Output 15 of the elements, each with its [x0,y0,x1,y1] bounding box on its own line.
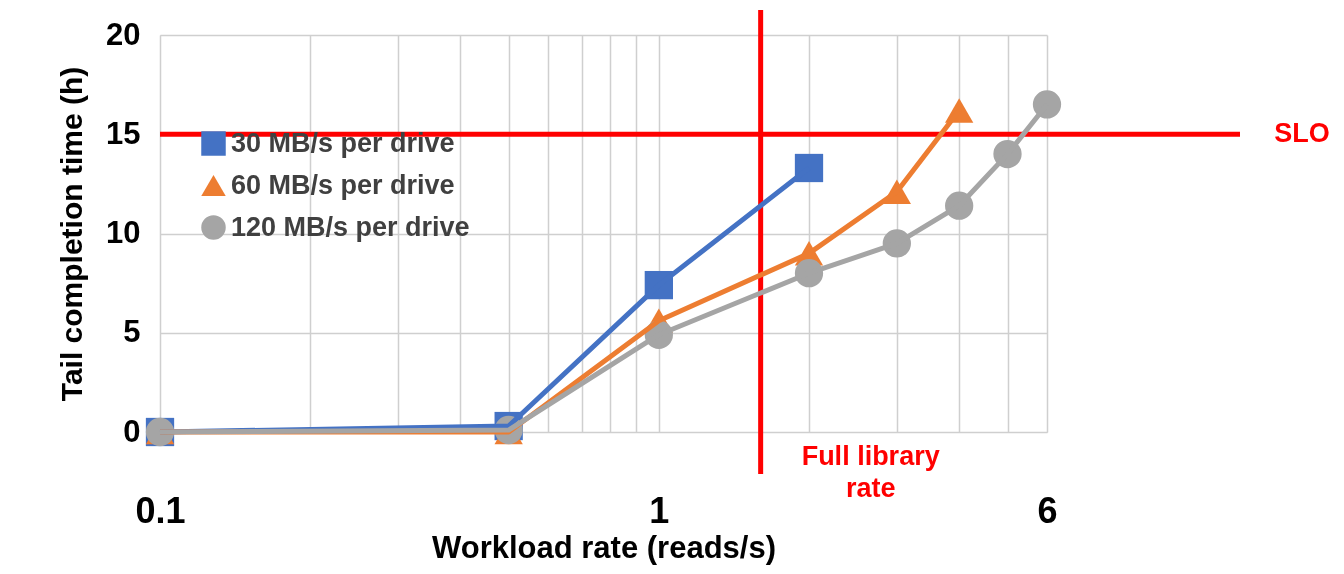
y-axis-title: Tail completion time (h) [55,66,89,402]
y-tick-label: 20 [106,16,141,52]
ref-line-label: Full library rate [801,441,940,503]
y-tick-label: 5 [123,314,141,350]
x-tick-label: 1 [649,489,670,531]
legend-label: 60 MB/s per drive [231,169,455,200]
y-tick-label: 0 [123,413,141,449]
y-tick-label: 10 [106,215,141,250]
ref-line-label: SLO [1274,118,1330,149]
x-tick-label: 0.1 [135,489,186,531]
x-tick-label: 6 [1037,489,1058,531]
y-tick-label: 15 [106,115,141,151]
x-axis-title: Workload rate (reads/s) [432,529,776,565]
legend-label: 120 MB/s per drive [231,211,470,242]
legend-label: 30 MB/s per drive [231,127,455,158]
